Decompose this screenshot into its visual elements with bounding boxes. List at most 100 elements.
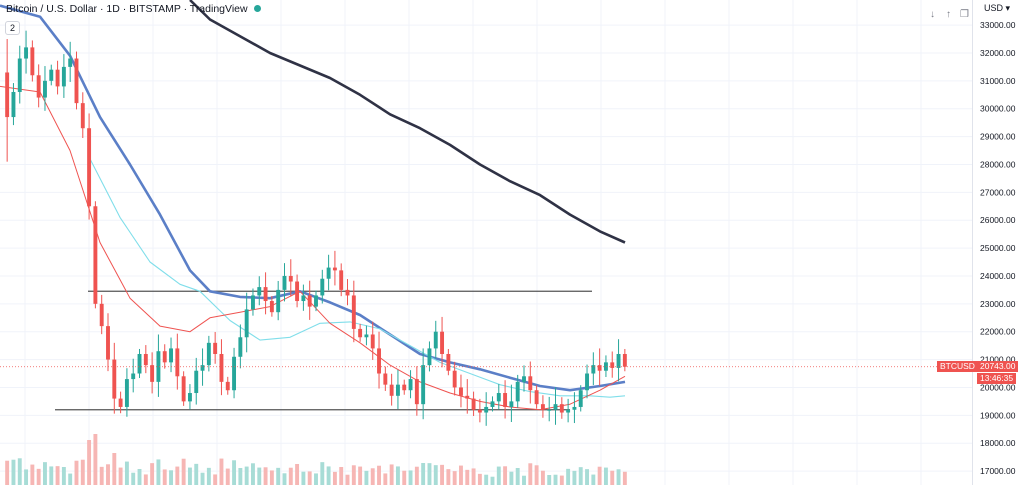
- candle-body: [162, 351, 167, 363]
- candle-body: [30, 47, 35, 76]
- candle-body: [213, 342, 218, 354]
- currency-selector[interactable]: USD ▾: [984, 3, 1011, 13]
- volume-bar: [320, 462, 325, 485]
- volume-bar: [509, 471, 514, 485]
- price-tick-label: 33000.00: [980, 20, 1016, 30]
- indicator-collapse-badge[interactable]: 2: [5, 21, 21, 35]
- candle-body: [251, 295, 255, 310]
- candle-body: [118, 398, 123, 407]
- candle-body: [351, 295, 356, 329]
- price-tick-label: 19000.00: [980, 410, 1016, 420]
- candle-body: [206, 342, 211, 366]
- price-tick-label: 27000.00: [980, 187, 1016, 197]
- volume-bar: [477, 473, 482, 485]
- volume-bar: [440, 464, 445, 485]
- candle-body: [339, 270, 344, 290]
- candle-body: [465, 395, 470, 399]
- candle-body: [332, 267, 337, 271]
- volume-bar: [603, 467, 608, 485]
- candle-body: [307, 295, 312, 307]
- volume-bar: [547, 475, 552, 485]
- candle-body: [414, 379, 419, 405]
- candle-body: [295, 281, 300, 302]
- volume-bar: [137, 469, 142, 485]
- volume-bar: [559, 475, 564, 485]
- volume-bar: [452, 471, 457, 485]
- volume-bar: [295, 464, 300, 485]
- volume-bar: [49, 466, 54, 485]
- candle-body: [269, 301, 274, 313]
- volume-bar: [131, 472, 136, 485]
- price-tick-label: 18000.00: [980, 438, 1016, 448]
- volume-bar: [156, 459, 161, 485]
- price-tick-label: 22000.00: [980, 327, 1016, 337]
- volume-bar: [459, 465, 463, 485]
- candle-body: [408, 379, 413, 391]
- volume-bar: [5, 460, 10, 485]
- candle-body: [150, 365, 155, 382]
- candle-body: [194, 370, 199, 394]
- volume-bar: [93, 434, 98, 485]
- chart-header: Bitcoin / U.S. Dollar · 1D · BITSTAMP · …: [6, 3, 261, 15]
- volume-bar: [332, 471, 337, 485]
- candle-body: [446, 353, 451, 371]
- candle-body: [540, 404, 545, 410]
- volume-bar: [175, 466, 180, 485]
- candle-body: [80, 103, 85, 129]
- volume-bar: [276, 467, 281, 485]
- volume-bar: [124, 461, 129, 485]
- candle-body: [244, 309, 249, 338]
- volume-bar: [377, 465, 381, 485]
- candle-body: [597, 365, 602, 371]
- volume-bar: [427, 463, 432, 485]
- candle-body: [5, 72, 10, 118]
- volume-bar: [251, 463, 255, 485]
- candle-body: [106, 326, 110, 360]
- candle-body: [503, 393, 508, 407]
- candle-body: [484, 406, 489, 413]
- candle-body: [169, 348, 173, 363]
- candle-body: [314, 295, 318, 307]
- candle-body: [402, 384, 407, 391]
- candle-body: [566, 409, 571, 413]
- candle-body: [477, 409, 482, 413]
- volume-bar: [257, 467, 262, 485]
- volume-bar: [383, 473, 388, 485]
- restore-icon[interactable]: ❐: [960, 9, 969, 20]
- volume-bar: [484, 474, 489, 485]
- volume-bar: [238, 468, 243, 485]
- volume-bar: [244, 466, 249, 485]
- candle-body: [553, 404, 558, 410]
- candle-body: [490, 401, 495, 407]
- volume-bar: [106, 464, 110, 485]
- volume-bar: [169, 470, 173, 485]
- candle-body: [591, 365, 596, 374]
- volume-bar: [496, 466, 501, 485]
- volume-bar: [314, 473, 318, 485]
- down-arrow-icon[interactable]: ↓: [930, 9, 935, 20]
- volume-bar: [112, 453, 117, 485]
- price-axis-ticks: 33000.00 32000.00 31000.00 30000.00 29000.00…: [980, 20, 1016, 476]
- candle-body: [427, 348, 432, 366]
- price-tick-label: 23000.00: [980, 299, 1016, 309]
- volume-bar: [55, 466, 60, 485]
- volume-bar: [181, 458, 186, 485]
- price-tick-label: 26000.00: [980, 215, 1016, 225]
- candle-body: [364, 334, 369, 338]
- up-arrow-icon[interactable]: ↑: [946, 9, 951, 20]
- candle-body: [282, 275, 287, 290]
- volume-bar: [622, 471, 627, 485]
- volume-bar: [213, 474, 218, 485]
- candle-body: [200, 365, 205, 371]
- candle-body: [225, 381, 230, 391]
- volume-bar: [162, 469, 167, 485]
- volume-bar: [326, 466, 331, 485]
- candle-body: [99, 303, 104, 327]
- volume-bar: [389, 464, 394, 485]
- candle-body: [616, 353, 621, 368]
- chart-toolbar: ↓ ↑ ❐: [926, 4, 974, 20]
- candle-body: [395, 384, 400, 396]
- price-tick-label: 21000.00: [980, 355, 1016, 365]
- volume-bar: [225, 468, 230, 485]
